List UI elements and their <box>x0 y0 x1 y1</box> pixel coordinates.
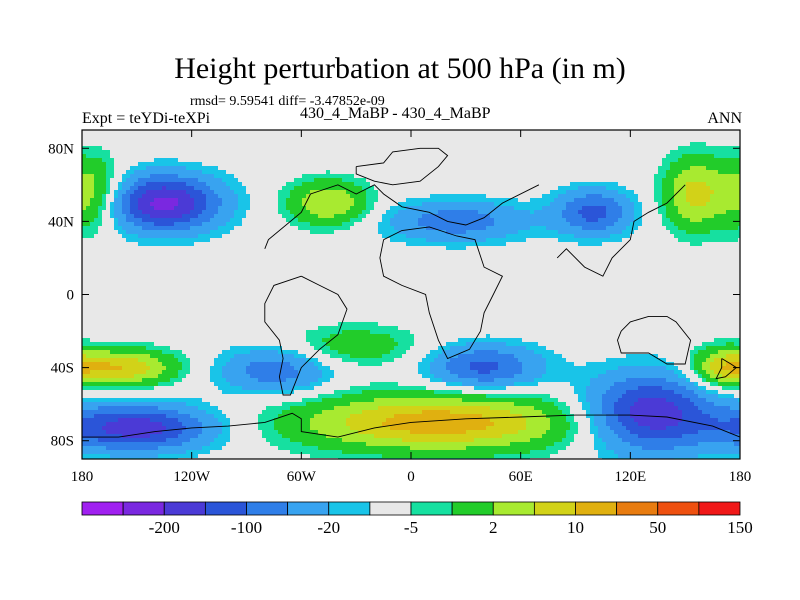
colorbar-box <box>451 501 494 516</box>
colorbar-box <box>657 501 700 516</box>
colorbar-box <box>698 501 741 516</box>
case-label: 430_4_MaBP - 430_4_MaBP <box>300 105 491 122</box>
colorbar-label: 10 <box>567 518 584 537</box>
colorbar-box <box>369 501 412 516</box>
colorbar-box <box>122 501 165 516</box>
y-tick-label: 80N <box>48 141 74 157</box>
colorbar-box <box>575 501 618 516</box>
colorbar-box <box>287 501 330 516</box>
colorbar-box <box>204 501 247 516</box>
colorbar-label: -200 <box>149 518 180 537</box>
stats-line: rmsd= 9.59541 diff= -3.47852e-09 <box>190 94 385 109</box>
coastline <box>264 184 540 249</box>
colorbar-label: 150 <box>727 518 753 537</box>
colorbar-box <box>246 501 289 516</box>
x-tick-label: 180 <box>729 469 752 485</box>
coastline <box>556 184 686 277</box>
x-tick-label: 60E <box>509 469 533 485</box>
season-label: ANN <box>707 110 742 127</box>
coastline <box>379 226 504 360</box>
y-tick-label: 80S <box>51 434 74 450</box>
y-tick-label: 40N <box>48 214 74 230</box>
coastline <box>617 315 692 365</box>
colorbar-label: 50 <box>649 518 666 537</box>
colorbar-box <box>328 501 371 516</box>
colorbar-box <box>616 501 659 516</box>
x-tick-label: 0 <box>407 469 415 485</box>
coastline <box>264 275 348 396</box>
chart-title: Height perturbation at 500 hPa (in m) <box>174 52 626 85</box>
field-cells <box>82 130 741 460</box>
y-tick-label: 40S <box>51 361 74 377</box>
colorbar-box <box>163 501 206 516</box>
colorbar-label: -20 <box>317 518 340 537</box>
x-tick-label: 60W <box>287 469 317 485</box>
expt-label: Expt = teYDi-teXPi <box>82 110 211 127</box>
colorbar-box <box>492 501 535 516</box>
y-tick-label: 0 <box>67 288 75 304</box>
colorbar-box <box>81 501 124 516</box>
colorbar-label: -5 <box>404 518 418 537</box>
x-tick-label: 180 <box>71 469 94 485</box>
coastline <box>715 358 738 380</box>
coastline <box>355 147 449 186</box>
colorbar-box <box>410 501 453 516</box>
colorbar-label: -100 <box>231 518 262 537</box>
x-tick-label: 120W <box>173 469 211 485</box>
colorbar-label: 2 <box>489 518 498 537</box>
coastline <box>82 412 741 438</box>
colorbar-box <box>533 501 576 516</box>
x-tick-label: 120E <box>614 469 646 485</box>
